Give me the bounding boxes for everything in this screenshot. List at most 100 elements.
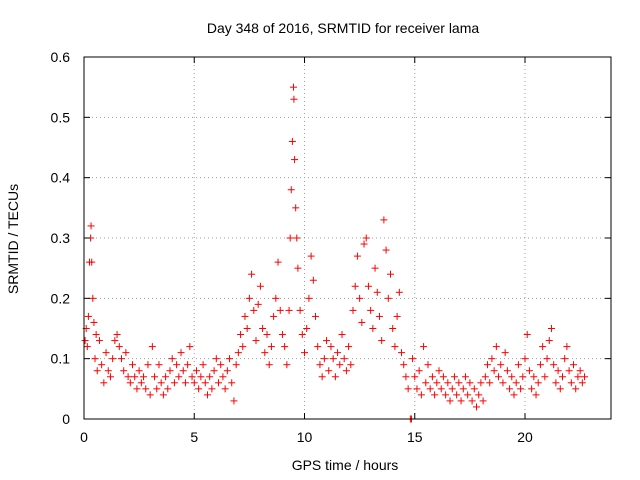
data-point xyxy=(578,379,586,387)
data-point xyxy=(563,343,571,351)
data-point xyxy=(495,373,503,381)
data-point xyxy=(157,379,165,387)
data-point xyxy=(250,306,258,314)
data-point xyxy=(270,312,278,320)
data-point xyxy=(567,379,575,387)
data-point xyxy=(459,385,467,393)
data-point xyxy=(532,391,540,399)
x-tick-label: 15 xyxy=(407,429,423,445)
data-point xyxy=(201,379,209,387)
data-point xyxy=(81,337,89,345)
data-point xyxy=(382,246,390,254)
data-point xyxy=(190,379,198,387)
data-point xyxy=(464,391,472,399)
y-tick-label: 0.4 xyxy=(51,170,71,186)
data-point xyxy=(137,379,145,387)
data-point xyxy=(104,367,112,375)
data-point xyxy=(305,294,313,302)
data-point xyxy=(124,373,132,381)
data-point xyxy=(497,361,505,369)
data-point xyxy=(102,349,110,357)
data-point xyxy=(424,361,432,369)
data-point xyxy=(259,325,267,332)
data-point xyxy=(281,343,289,351)
data-point xyxy=(109,355,117,363)
data-point xyxy=(530,373,538,381)
data-points xyxy=(81,83,589,423)
data-point xyxy=(184,361,192,369)
data-point xyxy=(512,379,520,387)
data-point xyxy=(113,331,121,339)
data-point xyxy=(122,349,130,357)
data-point xyxy=(367,306,375,314)
data-point xyxy=(400,361,408,369)
data-point xyxy=(536,361,544,369)
data-point xyxy=(351,282,359,290)
data-point xyxy=(298,331,306,339)
data-point xyxy=(466,379,474,387)
data-point xyxy=(360,240,368,248)
data-point xyxy=(545,337,553,345)
data-point xyxy=(120,367,128,375)
data-point xyxy=(91,355,99,363)
data-point xyxy=(543,355,551,363)
data-point xyxy=(574,373,582,381)
data-point xyxy=(155,361,163,369)
data-point xyxy=(369,325,377,332)
data-point xyxy=(153,385,161,393)
data-point xyxy=(340,355,348,363)
grid-lines xyxy=(84,57,611,419)
data-point xyxy=(442,391,450,399)
data-point xyxy=(431,391,439,399)
data-point xyxy=(486,379,494,387)
data-point xyxy=(173,361,181,369)
data-point xyxy=(426,385,434,393)
data-point xyxy=(166,367,174,375)
data-point xyxy=(278,331,286,339)
x-tick-label: 20 xyxy=(517,429,533,445)
data-point xyxy=(525,367,533,375)
data-point xyxy=(409,355,417,363)
data-point xyxy=(338,331,346,339)
data-point xyxy=(115,343,123,351)
data-point xyxy=(479,397,487,405)
data-point xyxy=(570,361,578,369)
data-point xyxy=(386,270,394,278)
data-point xyxy=(316,361,324,369)
x-tick-label: 5 xyxy=(190,429,198,445)
data-point xyxy=(488,355,496,363)
data-point xyxy=(556,385,564,393)
data-point xyxy=(378,337,386,345)
chart-title: Day 348 of 2016, SRMTID for receiver lam… xyxy=(207,20,480,36)
data-point xyxy=(484,361,492,369)
data-point xyxy=(188,373,196,381)
data-point xyxy=(433,379,441,387)
data-point xyxy=(261,349,269,357)
data-point xyxy=(212,355,220,363)
data-point xyxy=(470,385,478,393)
data-point xyxy=(195,385,203,393)
data-point xyxy=(501,349,509,357)
data-point xyxy=(162,373,170,381)
data-point xyxy=(234,349,242,357)
data-point xyxy=(267,343,275,351)
data-point xyxy=(353,252,361,260)
data-point xyxy=(384,294,392,302)
x-tick-label: 0 xyxy=(80,429,88,445)
data-point xyxy=(521,355,529,363)
data-point xyxy=(241,312,249,320)
data-point xyxy=(581,373,589,381)
data-point xyxy=(228,379,236,387)
data-point xyxy=(373,288,381,296)
data-point xyxy=(296,306,304,314)
data-point xyxy=(358,318,366,326)
data-point xyxy=(293,234,301,242)
data-point xyxy=(380,216,388,224)
data-point xyxy=(347,361,355,369)
data-point xyxy=(291,156,299,164)
data-point xyxy=(89,294,97,302)
data-point xyxy=(554,367,562,375)
data-point xyxy=(129,361,137,369)
data-point xyxy=(391,343,399,351)
y-tick-label: 0.2 xyxy=(51,290,71,306)
